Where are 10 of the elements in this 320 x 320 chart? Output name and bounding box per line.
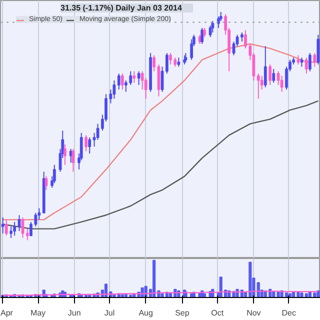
x-tick-label: May (30, 308, 46, 318)
x-tick-label: Apr (0, 308, 14, 318)
chart-title: 31.35 (-1.17%) Daily Jan 03 2014 (60, 4, 182, 12)
x-tick-label: Dec (282, 308, 296, 318)
x-tick-label: Sep (175, 308, 190, 318)
x-tick-label: Jul (104, 308, 115, 318)
x-tick-label: Nov (246, 308, 261, 318)
x-tick-label: Jun (68, 308, 81, 318)
x-tick-label: Oct (211, 308, 224, 318)
x-tick-label: Aug (138, 308, 153, 318)
